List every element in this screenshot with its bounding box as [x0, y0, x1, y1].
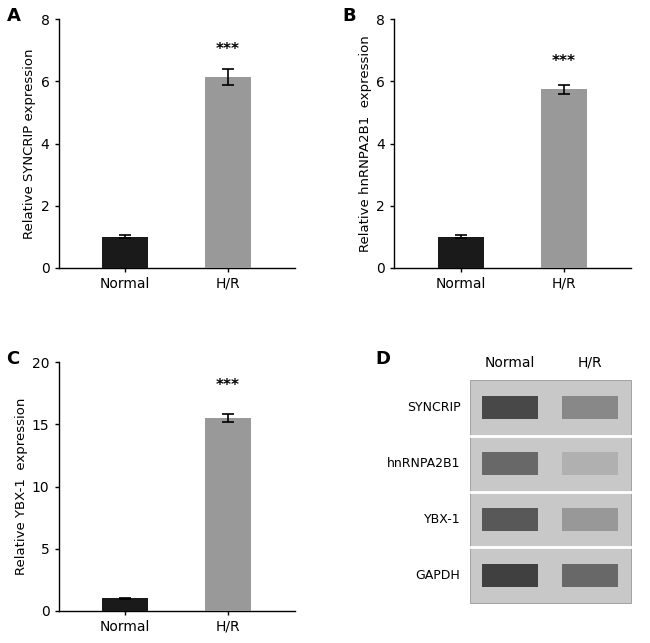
Bar: [562, 452, 618, 475]
Bar: [205, 77, 251, 268]
Bar: [205, 418, 251, 611]
Text: ***: ***: [216, 42, 240, 57]
Bar: [438, 237, 484, 268]
Text: C: C: [6, 350, 20, 368]
Bar: [562, 564, 618, 587]
Text: SYNCRIP: SYNCRIP: [407, 401, 460, 414]
Bar: [482, 564, 538, 587]
Y-axis label: Relative hnRNPA2B1  expression: Relative hnRNPA2B1 expression: [359, 35, 372, 252]
Bar: [562, 396, 618, 419]
Bar: [482, 508, 538, 531]
Text: D: D: [375, 350, 390, 368]
Text: YBX-1: YBX-1: [424, 513, 460, 526]
Text: B: B: [342, 7, 356, 25]
Text: H/R: H/R: [578, 356, 603, 370]
Text: ***: ***: [552, 54, 576, 69]
Text: ***: ***: [216, 378, 240, 394]
Text: GAPDH: GAPDH: [415, 569, 460, 582]
Bar: [541, 89, 587, 268]
Bar: [470, 380, 630, 603]
Bar: [102, 237, 148, 268]
Text: hnRNPA2B1: hnRNPA2B1: [387, 457, 460, 470]
Y-axis label: Relative SYNCRIP expression: Relative SYNCRIP expression: [23, 48, 36, 239]
Bar: [562, 508, 618, 531]
Text: Normal: Normal: [485, 356, 535, 370]
Y-axis label: Relative YBX-1  expression: Relative YBX-1 expression: [15, 398, 28, 575]
Bar: [482, 396, 538, 419]
Bar: [102, 599, 148, 611]
Text: A: A: [6, 7, 20, 25]
Bar: [482, 452, 538, 475]
